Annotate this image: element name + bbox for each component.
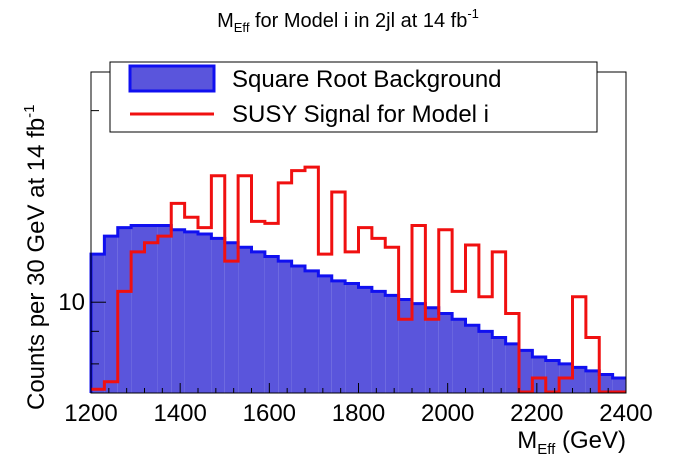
background-bin xyxy=(198,233,212,393)
background-bin xyxy=(224,242,239,393)
background-bin xyxy=(612,378,626,393)
legend-swatch-background xyxy=(128,64,216,93)
x-tick-label: 2000 xyxy=(421,400,474,427)
background-bin xyxy=(371,291,386,393)
background-bin xyxy=(211,238,225,393)
background-bin xyxy=(117,227,132,393)
background-bin xyxy=(331,280,346,393)
x-tick-label: 1400 xyxy=(153,400,206,427)
ylabel-sup: -1 xyxy=(21,104,38,117)
chart-title: MEff for Model i in 2jl at 14 fb-1 xyxy=(217,6,479,35)
x-tick-label: 1600 xyxy=(243,400,296,427)
background-bin xyxy=(599,374,613,393)
background-bin xyxy=(171,229,185,393)
xlabel-base: M xyxy=(517,427,537,454)
background-bin xyxy=(505,343,519,393)
signal-step-line xyxy=(91,165,626,394)
background-bin xyxy=(358,287,372,393)
legend-label-background: Square Root Background xyxy=(232,66,502,93)
background-bin xyxy=(425,307,439,393)
title-mid: for Model i in 2jl at 14 fb xyxy=(249,10,467,32)
background-bin xyxy=(572,367,586,393)
x-tick-label: 2400 xyxy=(599,400,652,427)
background-bin xyxy=(184,231,198,393)
background-bin xyxy=(452,319,466,393)
x-tick-label: 1200 xyxy=(64,400,117,427)
background-bin xyxy=(545,360,560,393)
background-bin xyxy=(345,283,359,393)
background-bin xyxy=(91,254,105,393)
background-bin xyxy=(412,303,426,393)
title-base: M xyxy=(217,10,234,32)
background-bin xyxy=(478,331,493,393)
background-bin xyxy=(438,313,453,393)
background-bin xyxy=(131,225,145,393)
background-bin xyxy=(492,337,506,393)
background-bin xyxy=(532,357,546,393)
background-bin xyxy=(385,295,399,393)
background-bin xyxy=(398,299,412,393)
background-bin xyxy=(251,251,265,393)
title-sub: Eff xyxy=(234,20,250,35)
axes-layer: 1200 1400 1600 1800 2000 2200 2400 10 xyxy=(58,110,653,427)
y-axis-label: Counts per 30 GeV at 14 fb-1 xyxy=(21,104,50,410)
background-bin xyxy=(519,350,533,393)
legend: Square Root Background SUSY Signal for M… xyxy=(109,61,598,133)
background-bin xyxy=(585,370,600,393)
x-tick-label: 2200 xyxy=(510,400,563,427)
xlabel-sub: Eff xyxy=(537,441,556,458)
background-bin xyxy=(465,325,479,393)
y-tick-label: 10 xyxy=(58,289,85,316)
background-bin xyxy=(238,247,252,393)
x-axis-label: MEff (GeV) xyxy=(517,427,626,458)
background-bin xyxy=(104,236,118,393)
title-sup: -1 xyxy=(467,6,479,21)
ylabel-text: Counts per 30 GeV at 14 fb xyxy=(23,118,50,410)
background-bin xyxy=(144,225,158,393)
background-outline xyxy=(89,223,626,393)
background-bin xyxy=(291,265,305,393)
histogram-series-layer xyxy=(89,165,626,394)
legend-label-signal: SUSY Signal for Model i xyxy=(232,101,489,128)
x-tick-label: 1800 xyxy=(332,400,385,427)
background-bin xyxy=(264,256,279,393)
background-bin xyxy=(278,261,292,393)
xlabel-rest: (GeV) xyxy=(555,427,626,454)
background-bin xyxy=(305,270,319,393)
background-bin xyxy=(157,225,172,393)
background-bin xyxy=(318,275,332,393)
